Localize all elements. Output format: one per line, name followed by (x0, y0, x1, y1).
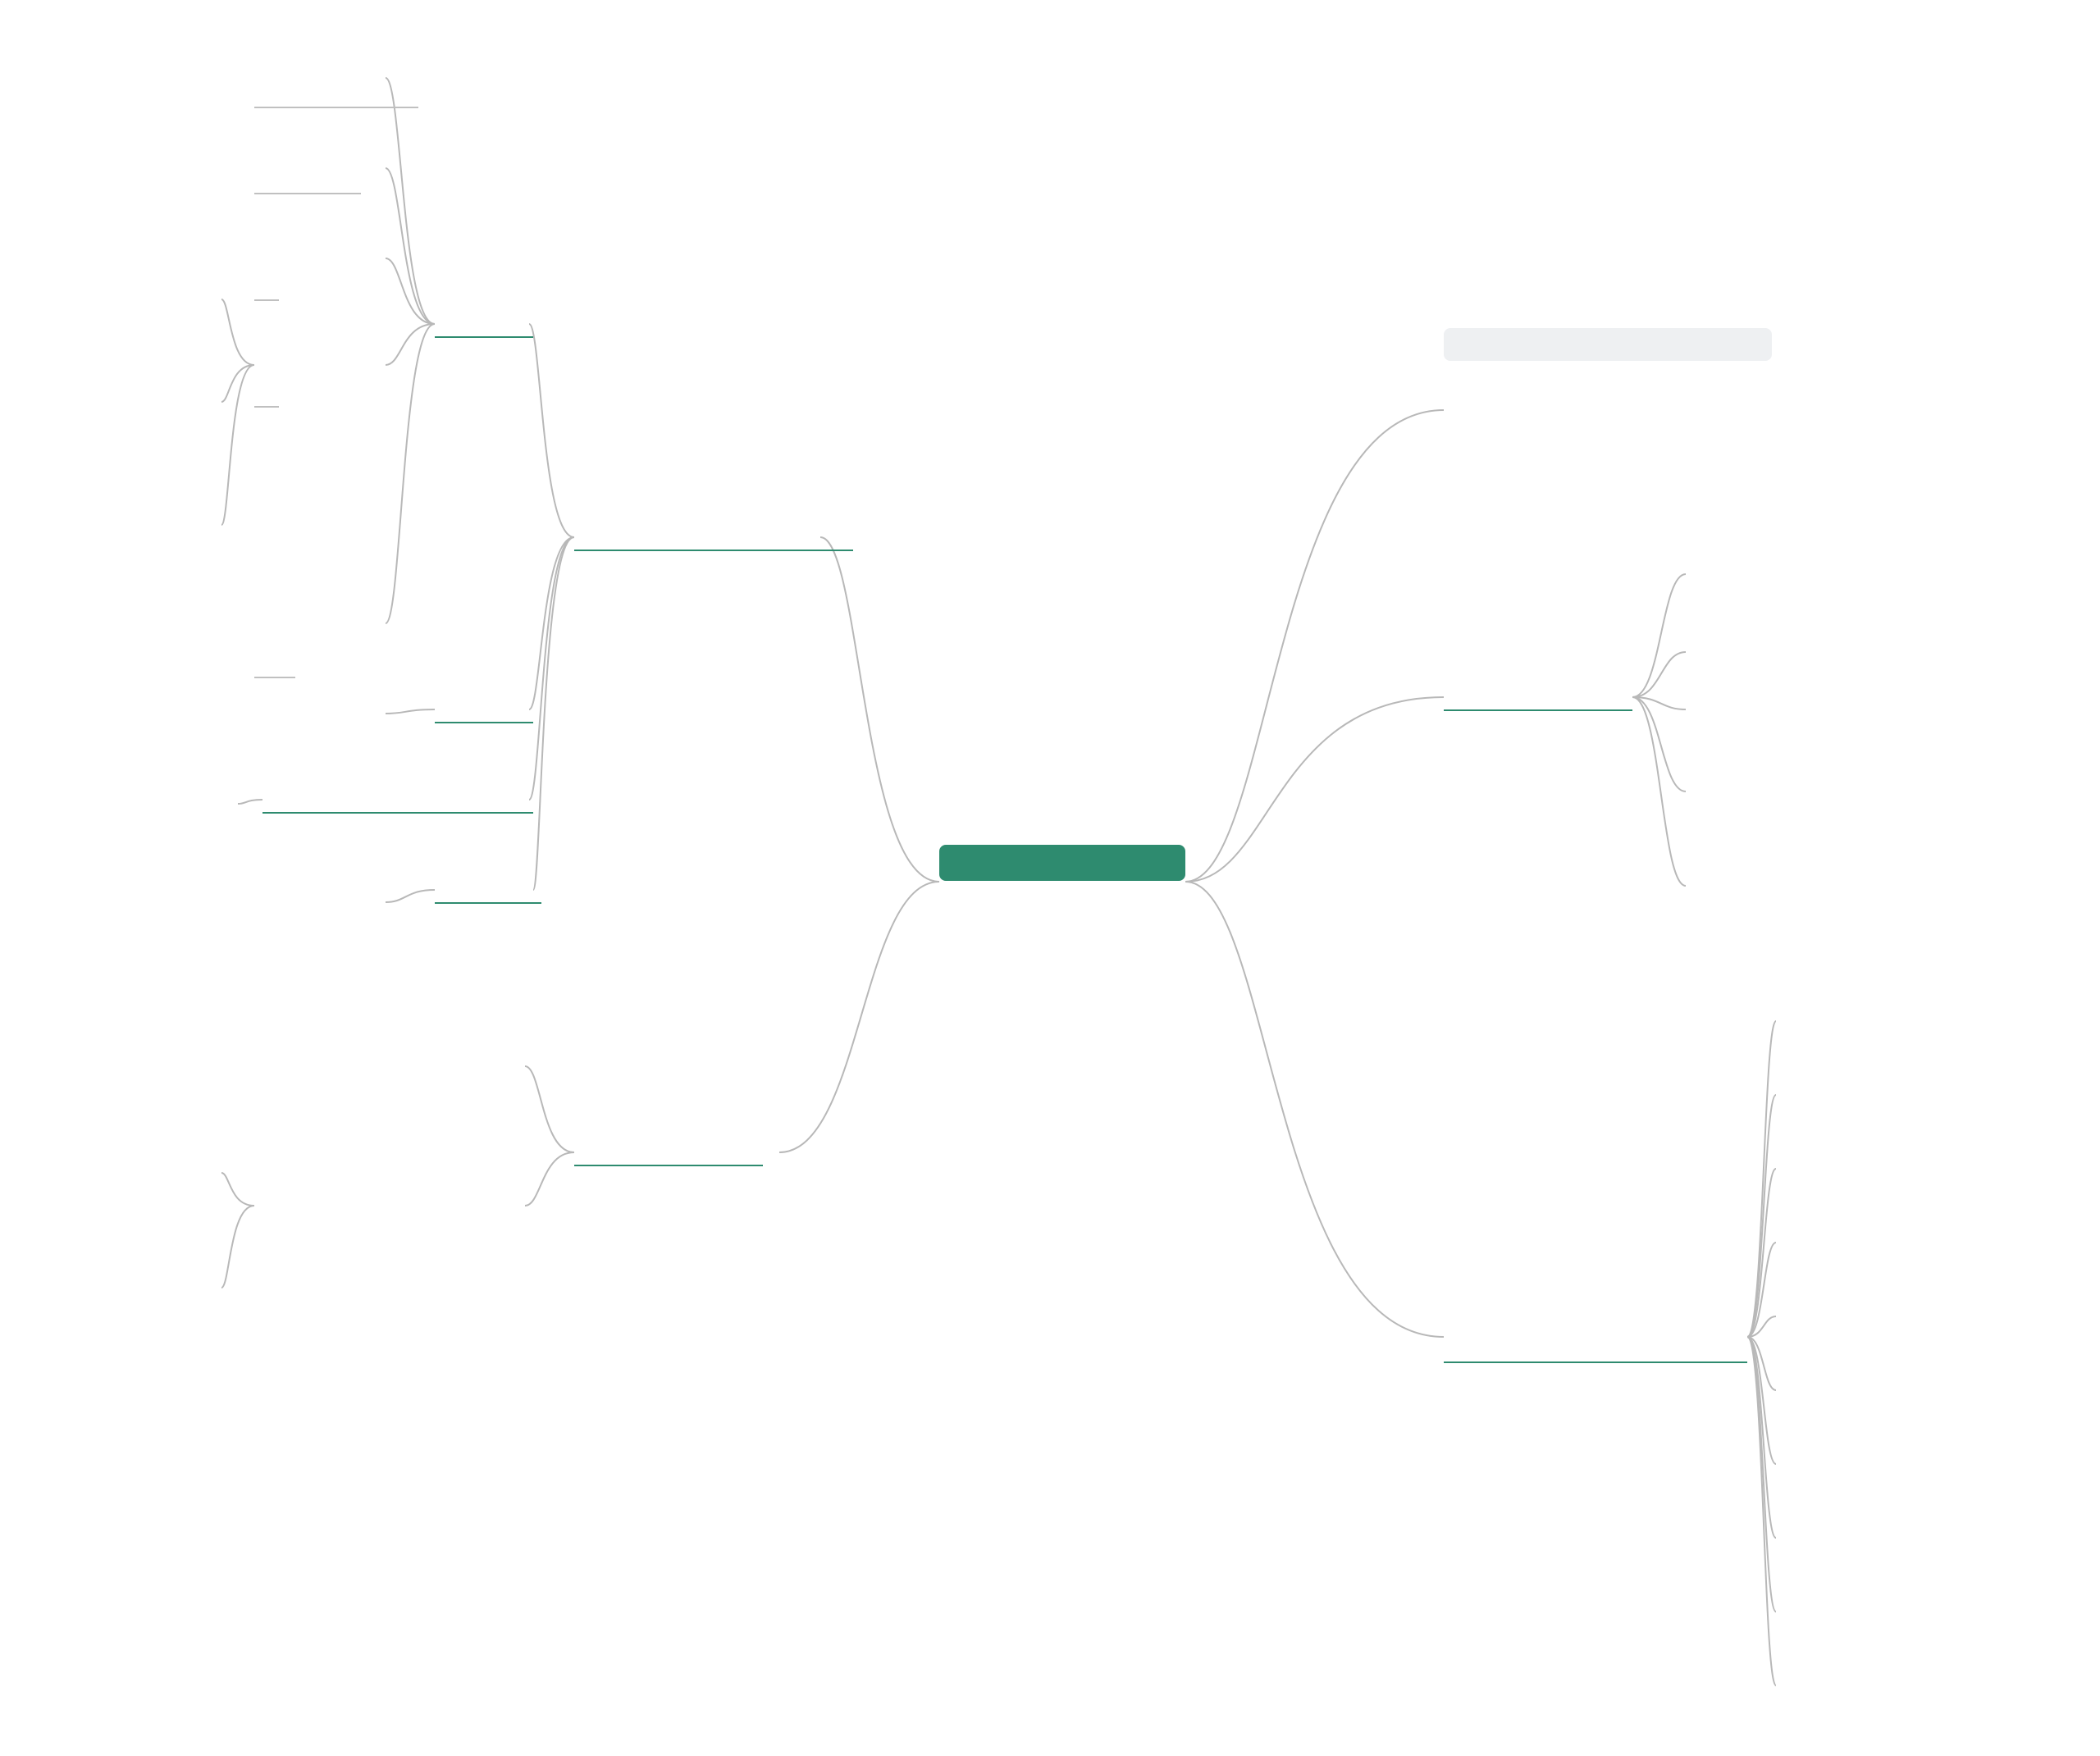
branch-underline (574, 1165, 763, 1166)
branch-underline (574, 550, 853, 551)
note-underline (254, 193, 361, 194)
intro-box (1444, 328, 1772, 361)
note-underline (254, 406, 279, 408)
note-underline (254, 299, 279, 301)
note-underline (254, 107, 418, 108)
node-underline (262, 812, 533, 814)
branch-underline (1444, 709, 1632, 711)
node-underline (435, 722, 533, 723)
note-underline (254, 677, 295, 678)
center-node (939, 845, 1185, 881)
branch-underline (1444, 1361, 1747, 1363)
node-underline (435, 336, 533, 338)
node-underline (435, 902, 541, 904)
